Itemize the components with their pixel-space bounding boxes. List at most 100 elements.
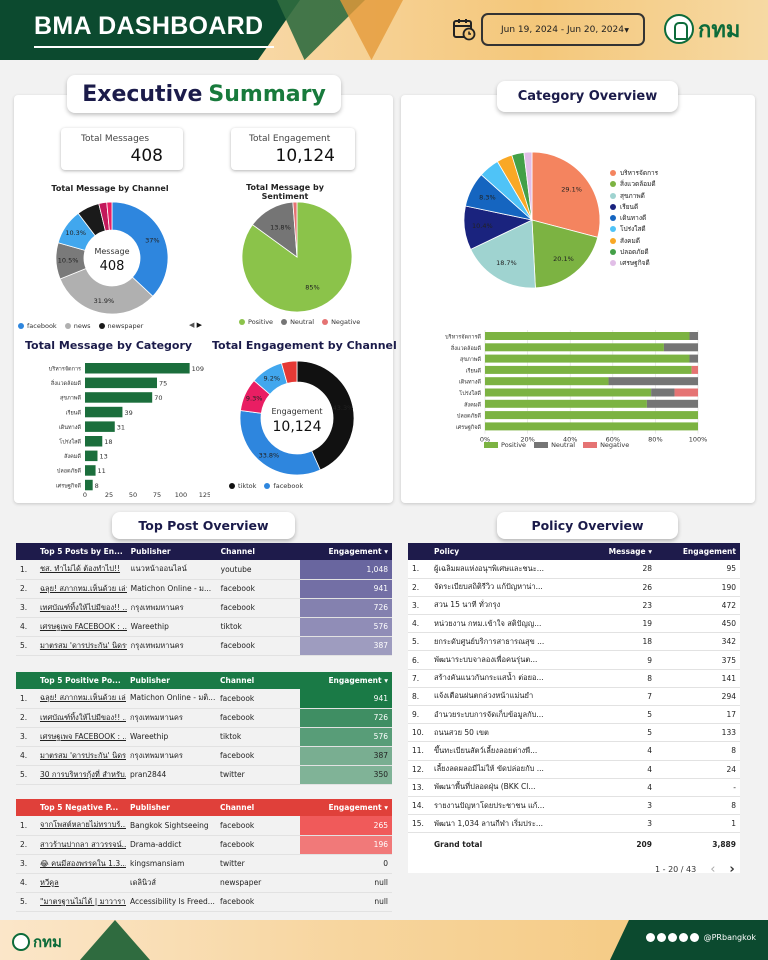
stacked-bar-segment[interactable] <box>689 354 698 363</box>
stacked-bar-segment[interactable] <box>485 332 690 340</box>
prev-page-icon[interactable]: ‹ <box>710 862 716 877</box>
table-row[interactable]: 6. พัฒนาระบบจาลองเพื่อคนรุ่นต... 9 375 <box>408 650 740 670</box>
pie-slice-1[interactable] <box>59 267 154 315</box>
pie-slice-0[interactable] <box>296 360 355 471</box>
table-row[interactable]: 4. หน่วยงาน กทม.เข้าใจ สติปัญญ... 19 450 <box>408 614 740 634</box>
legend-prev-icon[interactable]: ◀ <box>189 321 195 329</box>
category-bar[interactable] <box>85 479 93 491</box>
table-row[interactable]: 13. พัฒนาพื้นที่ปลอดฝุ่น (BKK Cl... 4- <box>408 778 740 797</box>
sort-engagement-header[interactable]: Engagement ▾ <box>300 799 392 816</box>
column-header[interactable]: Top 5 Positive Po... <box>36 672 126 689</box>
table-row[interactable]: 3. เศรษฐเพจ FACEBOOK : ... Wareethip tiktok… <box>16 727 392 747</box>
twitter-icon[interactable] <box>656 933 666 942</box>
pie-slice-4[interactable] <box>280 360 298 384</box>
category-bar[interactable] <box>85 363 190 374</box>
table-row[interactable]: 1. จากโพสต์หลายไม่ทราบร้... Bangkok Sights… <box>16 816 392 836</box>
category-bar[interactable] <box>85 465 96 476</box>
stacked-bar-segment[interactable] <box>485 377 609 386</box>
column-header[interactable] <box>408 543 430 560</box>
column-header[interactable] <box>16 543 36 560</box>
table-row[interactable]: 2. เทศบัณฑ์ทิ้งให้ไปมีของ!! ... กรุงเทพมหา… <box>16 708 392 728</box>
pie-slice-2[interactable] <box>470 219 536 289</box>
table-row[interactable]: 15. พัฒนา 1,034 ลานกีฬา เริ่มประ... 3 1 <box>408 814 740 834</box>
post-link[interactable]: เศรษฐเพจ FACEBOOK : ... <box>35 617 127 637</box>
column-header[interactable]: Channel <box>216 543 301 560</box>
post-link[interactable]: เศรษฐเพจ FACEBOOK : ... <box>36 727 126 747</box>
sort-engagement-header[interactable]: Engagement ▾ <box>300 543 392 560</box>
column-header[interactable]: Publisher <box>126 672 216 689</box>
stacked-bar-segment[interactable] <box>485 411 698 420</box>
youtube-icon[interactable] <box>678 933 688 942</box>
stacked-bar-segment[interactable] <box>674 388 698 397</box>
column-header[interactable]: Engagement <box>656 543 740 560</box>
next-page-icon[interactable]: › <box>729 862 735 877</box>
stacked-bar-segment[interactable] <box>651 388 675 397</box>
stacked-bar-segment[interactable] <box>485 354 690 363</box>
column-header[interactable]: Channel <box>216 799 300 816</box>
category-bar[interactable] <box>85 406 123 418</box>
stacked-bar-segment[interactable] <box>485 388 652 397</box>
table-row[interactable]: 4.มาตรสม 'ดารประกัน' นิดรร...กรุงเทพมหาน… <box>16 746 392 766</box>
pie-slice-6[interactable] <box>106 201 113 231</box>
post-link[interactable]: 😂 คนมีสองพรรคใน 1.3... <box>36 854 126 874</box>
category-bar[interactable] <box>85 377 157 389</box>
post-link[interactable]: ฉลุย! สภากทม.เห็นด้วย เล่า... <box>35 579 127 599</box>
instagram-icon[interactable] <box>667 933 677 942</box>
pie-slice-1[interactable] <box>531 219 599 289</box>
column-header[interactable]: Policy <box>430 543 570 560</box>
column-header[interactable]: Publisher <box>126 799 216 816</box>
table-row[interactable]: 2.ฉลุย! สภากทม.เห็นด้วย เล่า...Matichon … <box>16 579 392 599</box>
pie-slice-8[interactable] <box>523 151 533 221</box>
column-header[interactable]: Top 5 Negative P... <box>36 799 126 816</box>
table-row[interactable]: 11. ขึ้นทะเบียนสัตว์เลี้ยงลอยต่างพื... 4 8 <box>408 741 740 761</box>
post-link[interactable]: 30 การบริหารกุ้งที่ สำหรับ... <box>36 765 126 785</box>
table-row[interactable]: 1. ผู้เฉลิมผลแห่งอนุฯพิเศษและชนะ... 28 95 <box>408 560 740 579</box>
table-row[interactable]: 12. เลี้ยงลดผลอมีไม่ให้ ขัดปล่อยกับ ... 4 2… <box>408 760 740 779</box>
stacked-bar-segment[interactable] <box>485 365 692 374</box>
facebook-icon[interactable] <box>645 933 655 942</box>
table-row[interactable]: 2. สาวร้านปากลา สาวรรจน์... Drama-addict fa… <box>16 835 392 855</box>
column-header[interactable] <box>16 799 36 816</box>
stacked-bar-segment[interactable] <box>663 343 698 352</box>
table-row[interactable]: 5."มาตรฐานไม่ได้ | มาวาราย"...Accessibil… <box>16 892 392 912</box>
post-link[interactable]: สาวร้านปากลา สาวรรจน์... <box>36 835 126 855</box>
post-link[interactable]: จากโพสต์หลายไม่ทราบร้... <box>36 816 126 836</box>
table-row[interactable]: 7. สร้างคันแนวกันกระแสน้ำ ต่อยอ... 8 141 <box>408 669 740 688</box>
table-row[interactable]: 3. 😂 คนมีสองพรรคใน 1.3... kingsmansiam twit… <box>16 854 392 874</box>
legend-next-icon[interactable]: ▶ <box>196 321 203 329</box>
column-header[interactable]: Channel <box>216 672 300 689</box>
table-row[interactable]: 5. ยกระดับศูนย์บริการสาธารณสุข ... 18 342 <box>408 632 740 652</box>
table-row[interactable]: 4. เศรษฐเพจ FACEBOOK : ... Wareethip tiktok… <box>16 617 392 637</box>
table-row[interactable]: 8. แจ้งเตือนฝนตกล่วงหน้าแม่นยำ 7 294 <box>408 687 740 707</box>
post-link[interactable]: มาตรสม 'ดารประกัน' นิดรร... <box>35 636 127 656</box>
post-link[interactable]: เทศบัณฑ์ทิ้งให้ไปมีของ!! ... <box>36 708 126 728</box>
legend-pager[interactable]: ◀ ▶ <box>189 321 202 329</box>
category-bar[interactable] <box>85 421 115 432</box>
table-row[interactable]: 10. ถนนสวย 50 เขต 5 133 <box>408 723 740 743</box>
stacked-bar-segment[interactable] <box>691 365 698 374</box>
post-link[interactable]: มาตรสม 'ดารประกัน' นิดรร... <box>36 746 126 766</box>
table-row[interactable]: 2. จัดระเบียบสถิติรีวิว แก้ปัญหาน่า... 26 1… <box>408 578 740 597</box>
line-icon[interactable] <box>689 933 699 942</box>
post-link[interactable]: "มาตรฐานไม่ได้ | มาวาราย"... <box>36 892 126 912</box>
stacked-bar-segment[interactable] <box>485 399 647 408</box>
table-row[interactable]: 14. รายงานปัญหาโดยประชาชน แก้... 3 8 <box>408 796 740 816</box>
column-header[interactable] <box>16 672 36 689</box>
category-bar[interactable] <box>85 450 98 462</box>
stacked-bar-segment[interactable] <box>646 399 698 408</box>
stacked-bar-segment[interactable] <box>689 332 698 340</box>
pie-slice-0[interactable] <box>111 201 169 297</box>
date-range-picker[interactable]: Jun 19, 2024 - Jun 20, 2024 ▼ <box>481 13 645 46</box>
table-row[interactable]: 5.มาตรสม 'ดารประกัน' นิดรร...กรุงเทพมหาน… <box>16 636 392 656</box>
post-link[interactable]: เทศบัณฑ์ทิ้งให้ไปมีของ!! ... <box>35 598 127 618</box>
stacked-bar-segment[interactable] <box>608 377 698 386</box>
pie-slice-2[interactable] <box>292 201 298 258</box>
stacked-bar-segment[interactable] <box>485 343 664 352</box>
category-bar[interactable] <box>85 436 103 447</box>
table-row[interactable]: 4. หวีคูล เดลินิวส์ newspaper null <box>16 873 392 893</box>
sort-engagement-header[interactable]: Engagement ▾ <box>300 672 392 689</box>
stacked-bar-segment[interactable] <box>485 422 698 431</box>
post-link[interactable]: ฉลุย! สภากทม.เห็นด้วย เล่... <box>36 689 126 709</box>
post-link[interactable]: ชส. ทำไม่ได้ ต้องทำไป!! <box>35 560 127 580</box>
category-bar[interactable] <box>85 392 153 403</box>
